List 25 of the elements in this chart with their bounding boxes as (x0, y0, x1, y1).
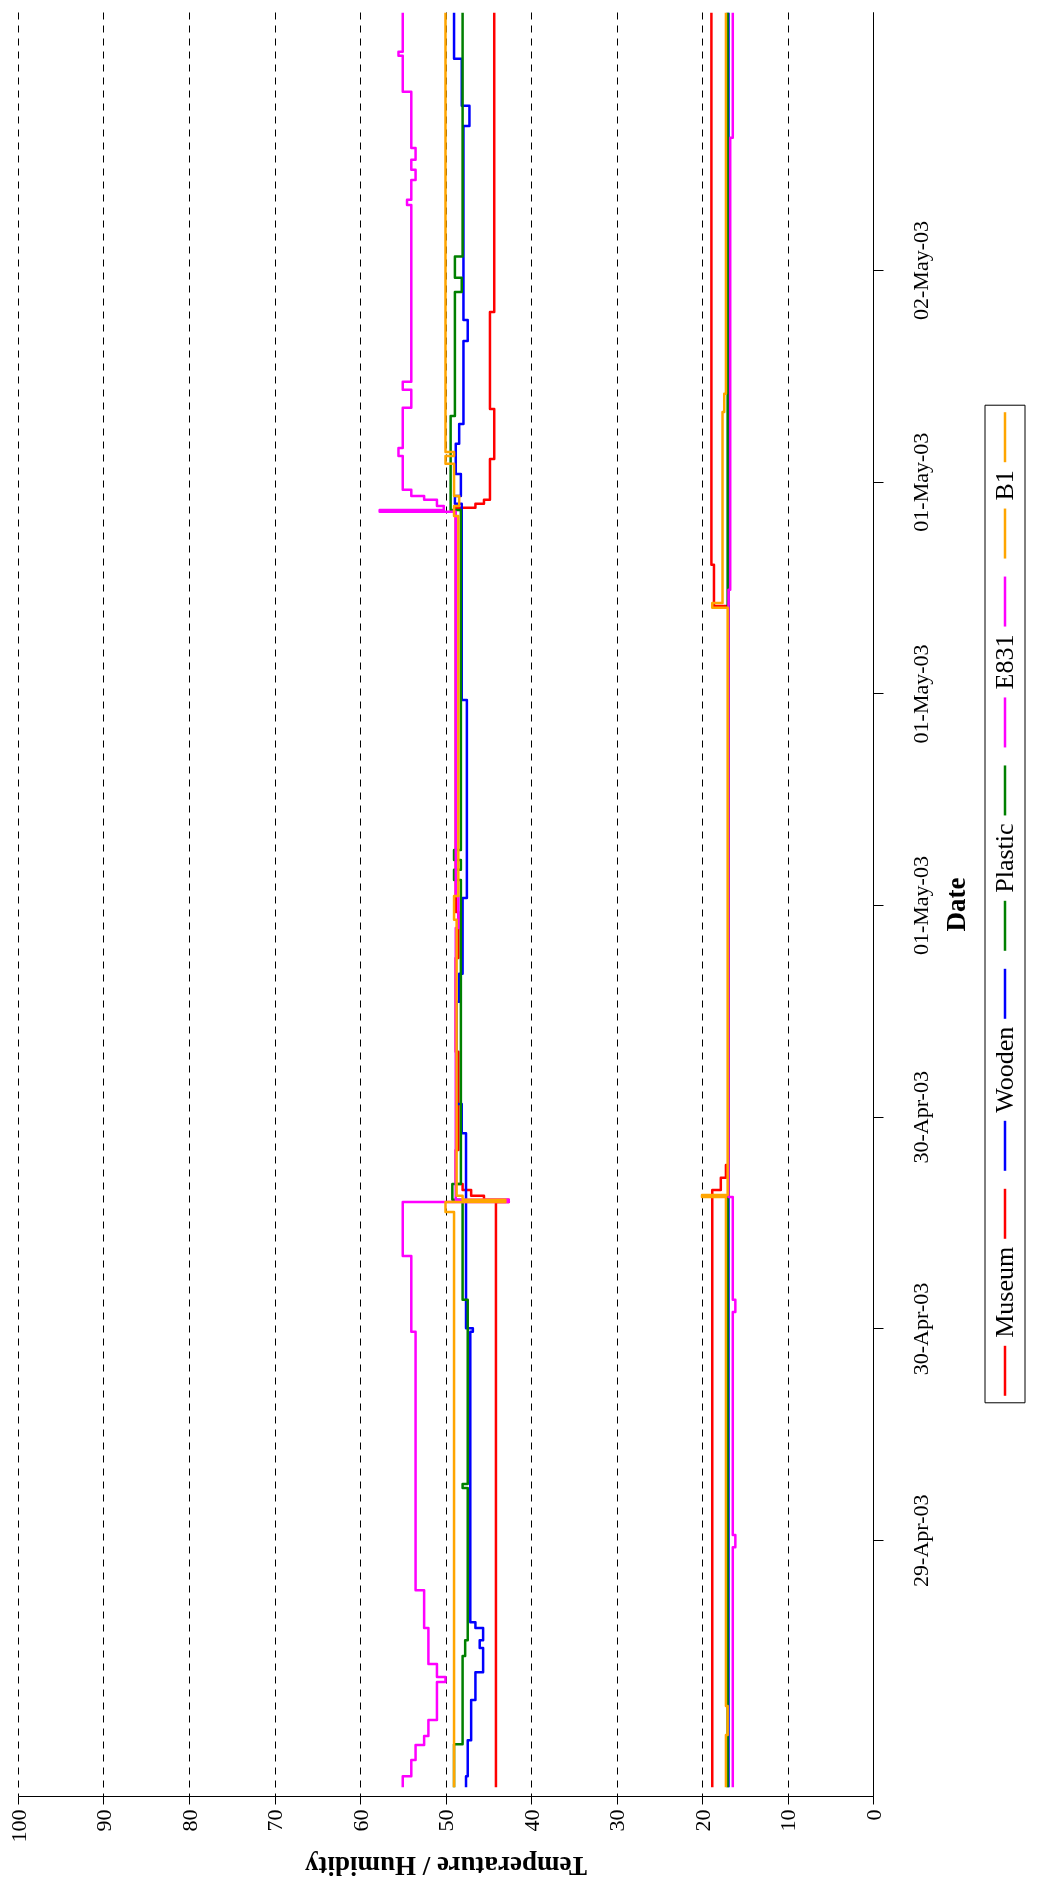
legend-label: Wooden (990, 1026, 1019, 1113)
legend-label: B1 (990, 470, 1019, 501)
x-tick-label: 50 (433, 1809, 458, 1832)
x-tick-label: 80 (176, 1809, 202, 1832)
y-axis-title: Date (940, 877, 971, 932)
y-tick-label: 29-Apr-03 (907, 1494, 933, 1587)
x-tick-label: 30 (604, 1809, 629, 1832)
x-tick-label: 20 (689, 1809, 715, 1832)
x-tick-label: 70 (262, 1809, 287, 1832)
y-tick-label: 01-May-03 (907, 644, 933, 744)
y-tick-label: 30-Apr-03 (907, 1282, 933, 1376)
legend-label: Museum (990, 1246, 1019, 1338)
x-tick-label: 100 (5, 1809, 31, 1843)
legend-label: E831 (990, 634, 1019, 690)
x-tick-label: 60 (347, 1809, 373, 1832)
legend-label: Plastic (990, 823, 1019, 893)
y-tick-label: 30-Apr-03 (907, 1071, 933, 1164)
y-tick-label: 01-May-03 (907, 432, 933, 532)
y-tick-label: 01-May-03 (907, 856, 933, 956)
x-axis-title: Temperature / Humidity (304, 1850, 587, 1881)
x-tick-label: 10 (775, 1809, 800, 1832)
y-tick-label: 02-May-03 (907, 221, 933, 320)
x-tick-label: 0 (860, 1809, 886, 1821)
x-tick-label: 90 (91, 1809, 116, 1832)
x-tick-label: 40 (518, 1809, 544, 1832)
